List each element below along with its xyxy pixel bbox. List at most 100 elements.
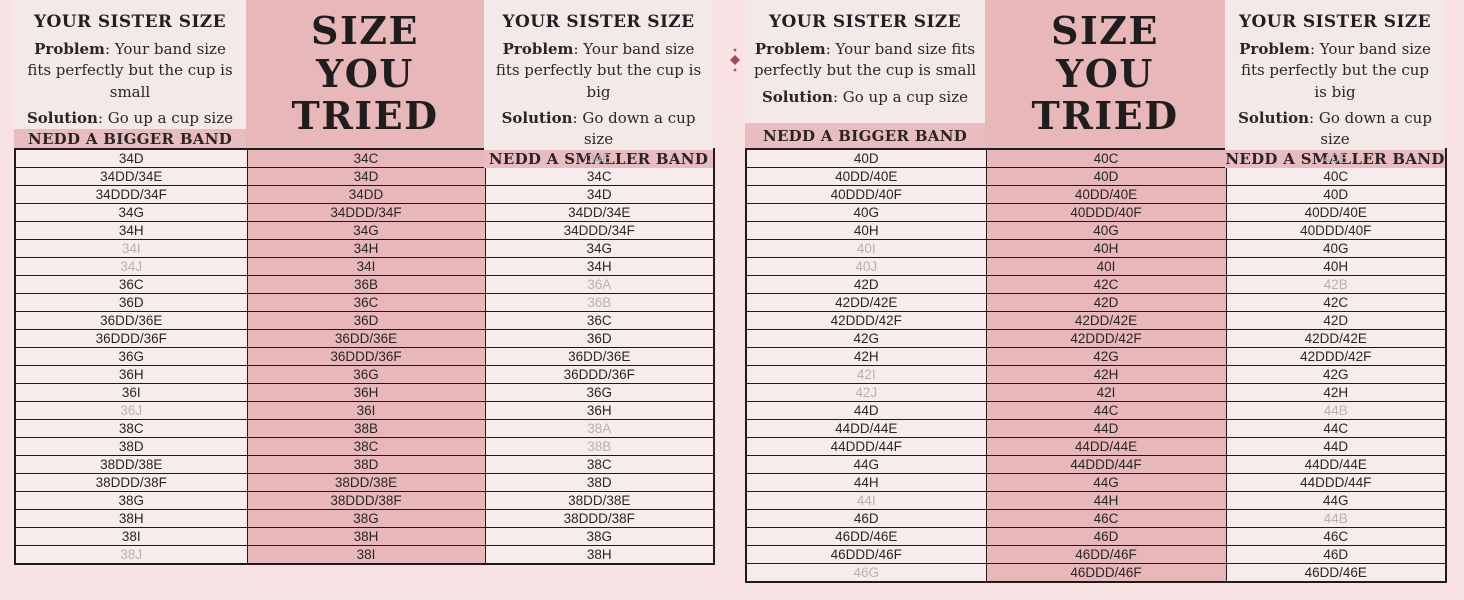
cell-bigger-band: 38D <box>14 437 248 456</box>
cell-bigger-band: 44DD/44E <box>745 419 987 438</box>
cell-bigger-band: 36DDD/36F <box>14 329 248 348</box>
cell-smaller-band: 36C <box>484 311 715 330</box>
cell-bigger-band: 38C <box>14 419 248 438</box>
size-row: 42D 42C 42B <box>745 275 1447 294</box>
cell-smaller-band: 36B <box>484 293 715 312</box>
cell-bigger-band: 42DD/42E <box>745 293 987 312</box>
cell-smaller-band: 44G <box>1225 491 1447 510</box>
cell-bigger-band: 40DD/40E <box>745 167 987 186</box>
size-row: 44I 44H 44G <box>745 491 1447 510</box>
cell-bigger-band: 44DDD/44F <box>745 437 987 456</box>
cell-bigger-band: 40DDD/40F <box>745 185 987 204</box>
banner-line: TRIED <box>291 93 439 139</box>
cell-size-tried: 34I <box>246 257 486 276</box>
cell-size-tried: 38G <box>246 509 486 528</box>
cell-size-tried: 34G <box>246 221 486 240</box>
cell-size-tried: 34DDD/34F <box>246 203 486 222</box>
cell-smaller-band: 46DD/46E <box>1225 563 1447 583</box>
cell-bigger-band: 34DDD/34F <box>14 185 248 204</box>
cell-smaller-band: 42H <box>1225 383 1447 402</box>
size-row: 38C 38B 38A <box>14 419 715 438</box>
cell-smaller-band: 42G <box>1225 365 1447 384</box>
solution-label: Solution <box>26 108 98 127</box>
cell-smaller-band: 36A <box>484 275 715 294</box>
bigger-band-bar: NEDD A BIGGER BAND <box>14 129 246 148</box>
panel-header: YOUR SISTER SIZE Problem: Your band size… <box>745 0 1445 169</box>
cell-size-tried: 42C <box>985 275 1227 294</box>
banner-line: YOU <box>1056 50 1154 96</box>
size-row: 40G 40DDD/40F 40DD/40E <box>745 203 1447 222</box>
panel-header: YOUR SISTER SIZE Problem: Your band size… <box>14 0 713 169</box>
cell-bigger-band: 42G <box>745 329 987 348</box>
cell-smaller-band: 40DD/40E <box>1225 203 1447 222</box>
cell-bigger-band: 34D <box>14 148 248 168</box>
smaller-band-column-header: YOUR SISTER SIZE Problem: Your band size… <box>1225 0 1445 169</box>
sister-size-title: YOUR SISTER SIZE <box>502 12 695 32</box>
cell-size-tried: 36C <box>246 293 486 312</box>
cell-smaller-band: 38D <box>484 473 715 492</box>
cell-bigger-band: 36J <box>14 401 248 420</box>
cell-bigger-band: 40H <box>745 221 987 240</box>
cell-smaller-band: 36D <box>484 329 715 348</box>
problem-label: Problem <box>502 40 574 58</box>
problem-label: Problem <box>34 40 105 58</box>
problem-text: Problem: Your band size fits perfectly b… <box>753 39 977 82</box>
cell-smaller-band: 40D <box>1225 185 1447 204</box>
cell-bigger-band: 46DD/46E <box>745 527 987 546</box>
size-row: 42J 42I 42H <box>745 383 1447 402</box>
cell-smaller-band: 36DD/36E <box>484 347 715 366</box>
size-row: 38DD/38E 38D 38C <box>14 455 715 474</box>
solution-label: Solution <box>1238 108 1310 127</box>
size-row: 40DD/40E 40D 40C <box>745 167 1447 186</box>
cell-smaller-band: 40DDD/40F <box>1225 221 1447 240</box>
size-row: 44G 44DDD/44F 44DD/44E <box>745 455 1447 474</box>
cell-size-tried: 38DD/38E <box>246 473 486 492</box>
cell-smaller-band: 40G <box>1225 239 1447 258</box>
cell-size-tried: 44C <box>985 401 1227 420</box>
cell-smaller-band: 44DD/44E <box>1225 455 1447 474</box>
cell-size-tried: 36D <box>246 311 486 330</box>
cell-bigger-band: 44I <box>745 491 987 510</box>
cell-bigger-band: 36C <box>14 275 248 294</box>
cell-size-tried: 44DD/44E <box>985 437 1227 456</box>
cell-smaller-band: 46D <box>1225 545 1447 564</box>
cell-smaller-band: 44B <box>1225 509 1447 528</box>
cell-bigger-band: 46D <box>745 509 987 528</box>
cell-size-tried: 36DD/36E <box>246 329 486 348</box>
cell-smaller-band: 46C <box>1225 527 1447 546</box>
size-row: 44DDD/44F 44DD/44E 44D <box>745 437 1447 456</box>
size-row: 40I 40H 40G <box>745 239 1447 258</box>
cell-size-tried: 42I <box>985 383 1227 402</box>
size-row: 36DD/36E 36D 36C <box>14 311 715 330</box>
cell-size-tried: 34C <box>246 148 486 168</box>
size-row: 38D 38C 38B <box>14 437 715 456</box>
cell-smaller-band: 34H <box>484 257 715 276</box>
banner-line: TRIED <box>1031 93 1179 139</box>
cell-size-tried: 36G <box>246 365 486 384</box>
cell-size-tried: 46DDD/46F <box>985 563 1227 583</box>
cell-smaller-band: 44DDD/44F <box>1225 473 1447 492</box>
smaller-band-info: YOUR SISTER SIZE Problem: Your band size… <box>1225 0 1445 151</box>
cell-size-tried: 34D <box>246 167 486 186</box>
cell-bigger-band: 44H <box>745 473 987 492</box>
cell-bigger-band: 42J <box>745 383 987 402</box>
size-row: 42DDD/42F 42DD/42E 42D <box>745 311 1447 330</box>
cell-size-tried: 44D <box>985 419 1227 438</box>
cell-bigger-band: 46G <box>745 563 987 583</box>
size-row: 42G 42DDD/42F 42DD/42E <box>745 329 1447 348</box>
size-you-tried-banner: SIZE YOU TRIED <box>985 0 1225 148</box>
solution-label: Solution <box>761 87 833 106</box>
solution-text: Solution: Go down a cup size <box>1233 108 1437 151</box>
solution-text: Solution: Go down a cup size <box>492 108 705 151</box>
cell-size-tried: 40G <box>985 221 1227 240</box>
cell-size-tried: 44H <box>985 491 1227 510</box>
size-row: 40J 40I 40H <box>745 257 1447 276</box>
solution-text: Solution: Go up a cup size <box>22 108 238 129</box>
cell-size-tried: 40H <box>985 239 1227 258</box>
size-row: 44H 44G 44DDD/44F <box>745 473 1447 492</box>
bigger-band-info: YOUR SISTER SIZE Problem: Your band size… <box>745 0 985 123</box>
cell-bigger-band: 42H <box>745 347 987 366</box>
cell-bigger-band: 44G <box>745 455 987 474</box>
cell-smaller-band: 42D <box>1225 311 1447 330</box>
